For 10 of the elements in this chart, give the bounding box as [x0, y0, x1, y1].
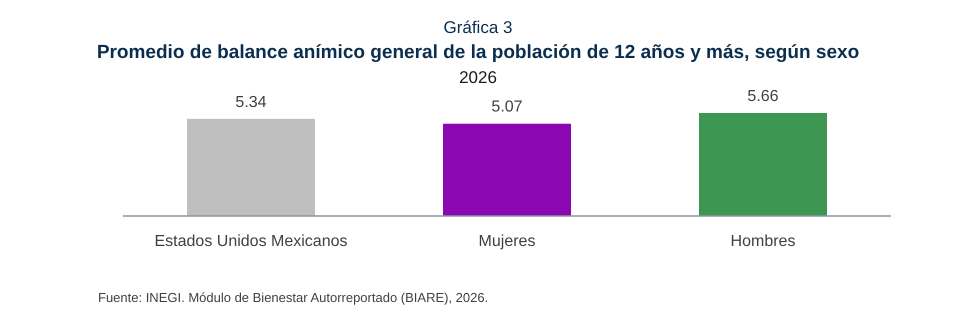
- data-label: 5.07: [491, 98, 523, 116]
- x-tick-label: Mujeres: [478, 233, 536, 250]
- chart-subtitle: 2026: [459, 68, 497, 87]
- data-label: 5.66: [747, 88, 779, 105]
- x-tick-label: Hombres: [730, 233, 796, 250]
- data-label: 5.34: [235, 94, 267, 111]
- x-tick-label: Estados Unidos Mexicanos: [154, 233, 348, 250]
- chart-title: Promedio de balance anímico general de la población de 12 años y más, según sexo: [96, 42, 860, 63]
- text: Gráfica 3: [444, 18, 512, 37]
- source-note: Fuente: INEGI. Módulo de Bienestar Autorreportado (BIARE), 2026.: [98, 290, 488, 305]
